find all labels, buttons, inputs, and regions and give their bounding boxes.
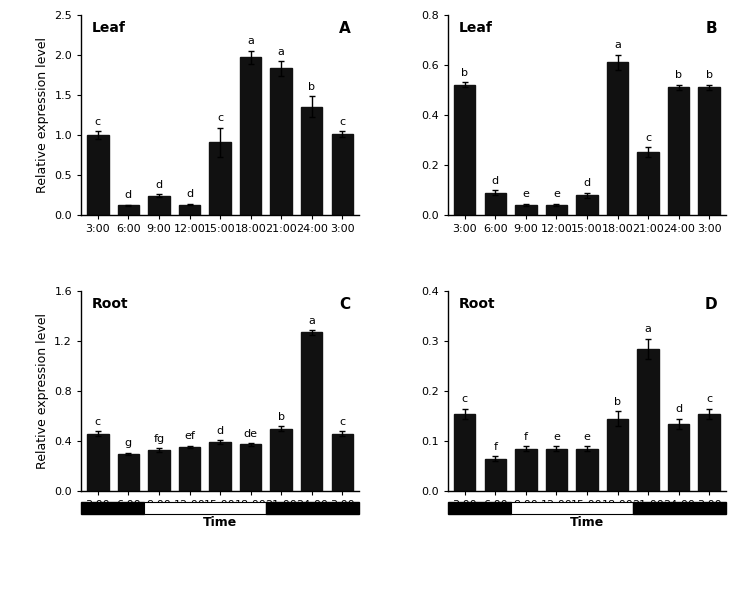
Bar xyxy=(576,449,598,491)
Text: c: c xyxy=(95,417,101,427)
Text: a: a xyxy=(645,324,652,334)
Text: Root: Root xyxy=(459,297,496,311)
Text: ef: ef xyxy=(184,432,195,441)
Bar xyxy=(332,434,353,491)
Text: c: c xyxy=(95,117,101,127)
Text: d: d xyxy=(125,190,132,200)
Text: c: c xyxy=(645,133,651,143)
Text: d: d xyxy=(584,178,590,188)
Bar xyxy=(515,449,537,491)
Bar xyxy=(266,503,359,514)
Text: fg: fg xyxy=(153,434,164,444)
Text: C: C xyxy=(340,297,351,312)
X-axis label: Time: Time xyxy=(203,516,237,529)
Bar xyxy=(448,503,511,514)
Text: g: g xyxy=(125,438,132,448)
Text: a: a xyxy=(614,40,621,50)
Bar xyxy=(87,135,108,215)
Bar xyxy=(209,142,231,215)
Text: c: c xyxy=(339,117,346,127)
Bar xyxy=(270,429,292,491)
Text: de: de xyxy=(244,429,258,439)
Text: Leaf: Leaf xyxy=(92,21,126,35)
Text: b: b xyxy=(278,412,284,422)
Text: b: b xyxy=(675,70,682,81)
Text: a: a xyxy=(278,47,284,57)
Bar xyxy=(699,414,720,491)
Text: d: d xyxy=(156,180,163,190)
X-axis label: Time: Time xyxy=(570,516,604,529)
Text: f: f xyxy=(524,432,528,442)
Y-axis label: Relative expression level: Relative expression level xyxy=(35,37,49,193)
Bar xyxy=(148,196,170,215)
Bar xyxy=(240,445,262,491)
Bar xyxy=(607,62,628,215)
Bar xyxy=(179,205,200,215)
Bar xyxy=(454,85,475,215)
Text: a: a xyxy=(247,37,254,46)
Text: b: b xyxy=(614,397,621,407)
Bar xyxy=(87,434,108,491)
Bar xyxy=(332,134,353,215)
Bar xyxy=(668,424,689,491)
Text: c: c xyxy=(461,394,468,404)
Bar xyxy=(118,454,139,491)
Text: d: d xyxy=(217,426,223,436)
Bar xyxy=(576,195,598,215)
Bar xyxy=(515,205,537,215)
Text: b: b xyxy=(308,82,315,92)
Bar xyxy=(454,414,475,491)
Text: d: d xyxy=(492,176,499,186)
Text: c: c xyxy=(339,417,346,427)
Bar xyxy=(638,349,659,491)
Text: c: c xyxy=(217,113,223,123)
Text: e: e xyxy=(553,432,560,442)
Text: e: e xyxy=(553,189,560,200)
Text: b: b xyxy=(461,68,468,78)
Text: D: D xyxy=(705,297,718,312)
Text: Leaf: Leaf xyxy=(459,21,493,35)
Bar xyxy=(148,450,170,491)
Bar xyxy=(485,192,506,215)
Text: e: e xyxy=(523,189,529,200)
Bar xyxy=(240,57,262,215)
Bar xyxy=(633,503,726,514)
Bar xyxy=(511,503,633,514)
Text: a: a xyxy=(308,316,315,326)
Bar xyxy=(638,153,659,215)
Bar xyxy=(699,88,720,215)
Bar xyxy=(545,205,567,215)
Bar xyxy=(179,447,200,491)
Bar xyxy=(118,205,139,215)
Text: d: d xyxy=(675,404,682,414)
Bar xyxy=(545,449,567,491)
Bar xyxy=(209,442,231,491)
Text: d: d xyxy=(186,189,193,200)
Bar xyxy=(485,459,506,491)
Bar xyxy=(607,419,628,491)
Bar xyxy=(301,107,322,215)
Text: b: b xyxy=(705,70,713,81)
Bar xyxy=(270,69,292,215)
Text: f: f xyxy=(493,442,497,452)
Text: B: B xyxy=(706,21,718,36)
Bar xyxy=(668,88,689,215)
Bar xyxy=(81,503,144,514)
Text: c: c xyxy=(706,394,712,404)
Text: e: e xyxy=(584,432,590,442)
Bar xyxy=(301,333,322,491)
Text: A: A xyxy=(339,21,351,36)
Text: Root: Root xyxy=(92,297,129,311)
Bar xyxy=(144,503,266,514)
Y-axis label: Relative expression level: Relative expression level xyxy=(35,313,49,469)
